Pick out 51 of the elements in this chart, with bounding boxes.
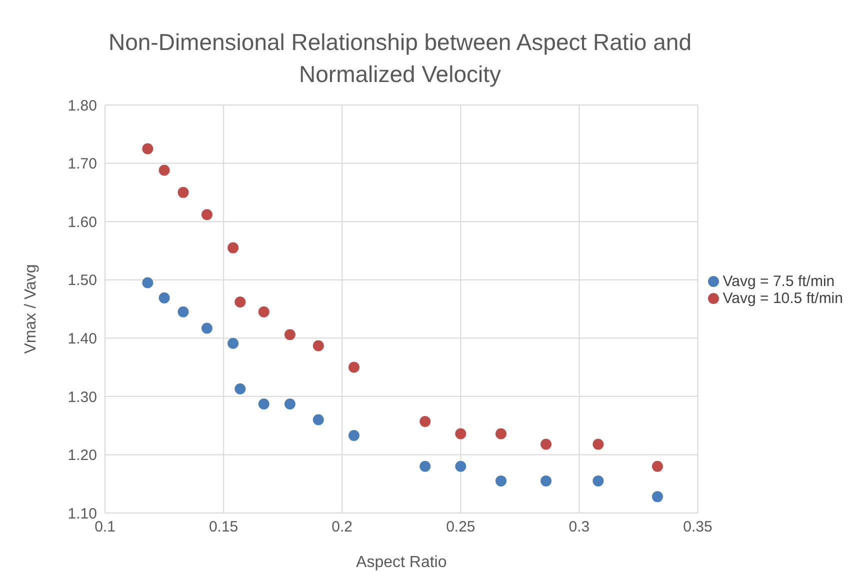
point bbox=[592, 438, 604, 450]
point bbox=[495, 475, 506, 486]
point bbox=[158, 292, 170, 304]
x-tick-label: 0.1 bbox=[94, 518, 116, 536]
y-tick-label: 1.40 bbox=[68, 330, 97, 348]
point bbox=[592, 475, 604, 486]
y-tick-label: 1.20 bbox=[68, 447, 97, 464]
point bbox=[348, 362, 360, 373]
x-tick-label: 0.15 bbox=[208, 518, 238, 536]
y-tick-label: 1.10 bbox=[68, 505, 97, 522]
point bbox=[420, 416, 431, 427]
point bbox=[228, 338, 239, 349]
point bbox=[201, 322, 212, 334]
legend-label: Vavg = 10.5 ft/min bbox=[722, 290, 843, 306]
legend-label: Vavg = 7.5 ft/min bbox=[722, 272, 835, 290]
y-tick-label: 1.30 bbox=[68, 388, 97, 406]
point bbox=[495, 428, 506, 440]
point bbox=[455, 428, 466, 440]
y-axis-title: Vmax / Vavg bbox=[22, 264, 40, 354]
y-tick-label: 1.60 bbox=[68, 214, 97, 231]
point bbox=[540, 475, 552, 486]
point bbox=[540, 438, 552, 450]
point bbox=[258, 398, 270, 410]
x-tick-label: 0.35 bbox=[683, 518, 712, 536]
x-tick-label: 0.25 bbox=[446, 518, 476, 536]
point bbox=[652, 491, 663, 502]
point bbox=[234, 383, 246, 394]
point bbox=[142, 277, 154, 288]
point bbox=[284, 329, 296, 340]
point bbox=[312, 414, 324, 426]
x-tick-label: 0.2 bbox=[332, 518, 353, 536]
y-tick-label: 1.50 bbox=[68, 272, 97, 290]
point bbox=[201, 209, 212, 220]
point bbox=[258, 306, 270, 318]
point bbox=[228, 242, 239, 254]
point bbox=[158, 164, 170, 176]
point bbox=[348, 430, 360, 441]
x-tick-label: 0.3 bbox=[568, 518, 590, 536]
chart-title: Non-Dimensional Relationship between Aspect Ratio and Normalized Velocity bbox=[107, 28, 692, 89]
point bbox=[178, 306, 189, 318]
point bbox=[420, 460, 431, 472]
point bbox=[455, 460, 466, 472]
point bbox=[234, 296, 246, 308]
y-tick-label: 1.70 bbox=[68, 156, 97, 173]
point bbox=[178, 186, 189, 198]
point bbox=[284, 398, 296, 410]
point bbox=[652, 460, 663, 472]
y-tick-label: 1.80 bbox=[68, 97, 97, 114]
point bbox=[312, 340, 324, 352]
x-axis-title: Aspect Ratio bbox=[356, 554, 447, 571]
point bbox=[142, 143, 154, 154]
